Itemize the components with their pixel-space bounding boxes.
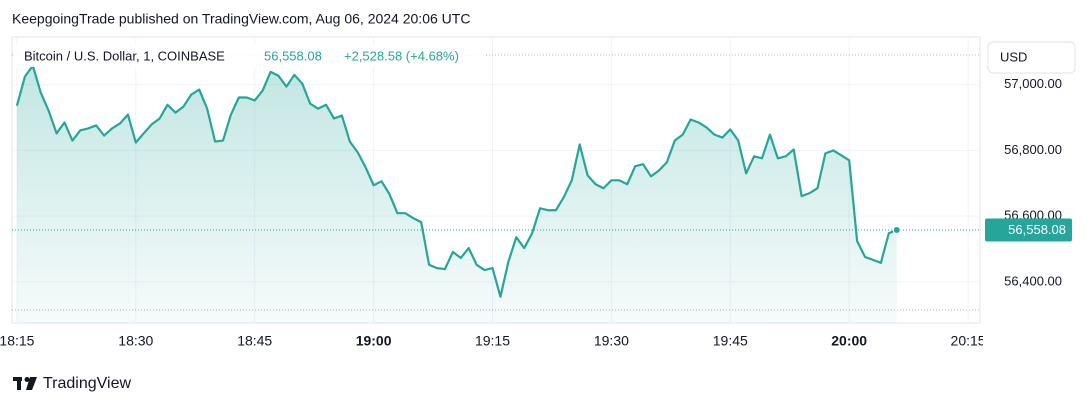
area-fill <box>16 65 897 323</box>
logo-shape <box>26 377 37 390</box>
y-tick-label: 57,000.00 <box>1004 76 1062 91</box>
legend-background <box>14 45 484 67</box>
x-tick-label: 19:30 <box>594 333 629 349</box>
y-tick-label: 56,800.00 <box>1004 142 1062 157</box>
x-tick-label: 18:15 <box>0 333 35 349</box>
x-tick-label: 20:15 <box>951 333 986 349</box>
last-price-tag: 56,558.08 <box>985 218 1072 242</box>
last-point <box>892 225 901 234</box>
x-tick-label: 19:00 <box>356 333 392 349</box>
tradingview-logo[interactable]: TradingView <box>13 375 131 392</box>
price-tag-box <box>985 218 1072 242</box>
currency-label[interactable]: USD <box>1000 49 1027 64</box>
x-tick-label: 19:45 <box>713 333 748 349</box>
time-axis: 18:15 18:30 18:45 19:00 19:15 19:30 19:45 20:00… <box>0 333 986 349</box>
publish-info: KeepgoingTrade published on TradingView.… <box>12 11 470 27</box>
currency-button[interactable] <box>987 41 1076 74</box>
x-tick-label: 18:30 <box>118 333 153 349</box>
price-tag-label: 56,558.08 <box>1008 222 1066 237</box>
symbol-name: Bitcoin / U.S. Dollar, 1, COINBASE <box>24 48 225 63</box>
x-tick-label: 20:00 <box>831 333 867 349</box>
plot-area <box>12 64 980 323</box>
price-line <box>15 64 898 298</box>
logo-shape <box>24 377 30 382</box>
x-tick-label: 19:15 <box>475 333 510 349</box>
price-change: +2,528.58 (+4.68%) <box>344 48 459 63</box>
brand-name[interactable]: TradingView <box>43 375 131 392</box>
y-tick-label: 56,400.00 <box>1004 273 1062 288</box>
logo-shape <box>17 377 21 390</box>
last-price: 56,558.08 <box>264 48 322 63</box>
x-tick-label: 18:45 <box>237 333 272 349</box>
